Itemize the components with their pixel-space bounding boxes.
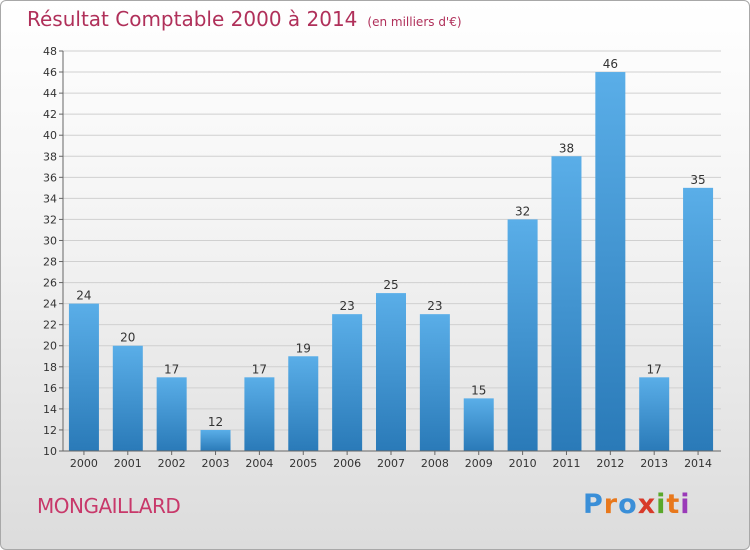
bar-value-label: 35 bbox=[690, 173, 705, 187]
y-tick-label: 46 bbox=[43, 66, 57, 79]
logo-letter: o bbox=[618, 489, 638, 520]
x-tick-label: 2014 bbox=[684, 457, 712, 470]
x-tick-label: 2009 bbox=[465, 457, 493, 470]
bar-value-label: 12 bbox=[208, 415, 223, 429]
y-tick-label: 12 bbox=[43, 424, 57, 437]
bar-value-label: 15 bbox=[471, 383, 486, 397]
x-tick-label: 2007 bbox=[377, 457, 405, 470]
bar-value-label: 17 bbox=[252, 362, 267, 376]
logo-letter: P bbox=[583, 489, 604, 520]
y-tick-label: 24 bbox=[43, 298, 57, 311]
bar-value-label: 17 bbox=[164, 362, 179, 376]
bar bbox=[376, 293, 406, 451]
y-tick-label: 16 bbox=[43, 382, 57, 395]
y-tick-label: 20 bbox=[43, 340, 57, 353]
bar-value-label: 24 bbox=[76, 289, 91, 303]
bar bbox=[419, 314, 450, 451]
bar-value-label: 38 bbox=[559, 141, 574, 155]
bar bbox=[200, 429, 231, 451]
chart-title: Résultat Comptable 2000 à 2014 (en millie… bbox=[27, 7, 462, 31]
chart-subtitle: (en milliers d'€) bbox=[367, 15, 462, 29]
bar bbox=[463, 398, 494, 451]
x-tick-label: 2000 bbox=[70, 457, 98, 470]
y-tick-label: 34 bbox=[43, 192, 57, 205]
bar bbox=[683, 187, 714, 451]
bar-value-label: 46 bbox=[603, 57, 618, 71]
bar bbox=[112, 345, 143, 451]
y-axis: 10 12 14 16 18 20 22 24 26 28 30 32 34 36 38 40 42 44 46 48 bbox=[43, 45, 64, 458]
bar bbox=[244, 377, 275, 451]
x-tick-label: 2008 bbox=[421, 457, 449, 470]
y-tick-label: 40 bbox=[43, 129, 57, 142]
bar-value-label: 19 bbox=[296, 341, 311, 355]
commune-name: MONGAILLARD bbox=[37, 494, 181, 518]
y-tick-label: 22 bbox=[43, 319, 57, 332]
logo-letter: x bbox=[637, 489, 657, 520]
x-tick-label: 2001 bbox=[114, 457, 142, 470]
y-tick-label: 28 bbox=[43, 256, 57, 269]
logo-letter: t bbox=[666, 489, 681, 520]
y-tick-label: 18 bbox=[43, 361, 57, 374]
y-tick-label: 36 bbox=[43, 171, 57, 184]
bar-value-label: 25 bbox=[383, 278, 398, 292]
x-tick-label: 2012 bbox=[596, 457, 624, 470]
y-tick-label: 26 bbox=[43, 277, 57, 290]
bar bbox=[288, 356, 319, 451]
bar-value-label: 20 bbox=[120, 331, 135, 345]
logo-letter: i bbox=[656, 489, 667, 520]
bar-value-label: 17 bbox=[647, 362, 662, 376]
x-tick-label: 2011 bbox=[552, 457, 580, 470]
x-tick-label: 2002 bbox=[158, 457, 186, 470]
bar bbox=[156, 377, 187, 451]
bar bbox=[595, 72, 626, 451]
x-tick-label: 2003 bbox=[202, 457, 230, 470]
bars: 24 20 17 12 17 19 23 25 23 15 32 38 46 17 35 bbox=[68, 57, 714, 451]
x-tick-label: 2005 bbox=[289, 457, 317, 470]
y-tick-label: 32 bbox=[43, 213, 57, 226]
x-axis: 2000 2001 2002 2003 2004 2005 2006 2007 2008 2009… bbox=[63, 450, 721, 470]
y-tick-label: 42 bbox=[43, 108, 57, 121]
bar-value-label: 23 bbox=[427, 299, 442, 313]
y-tick-label: 14 bbox=[43, 403, 57, 416]
bar bbox=[639, 377, 670, 451]
bar bbox=[551, 156, 582, 451]
x-tick-label: 2006 bbox=[333, 457, 361, 470]
y-tick-label: 10 bbox=[43, 445, 57, 458]
y-tick-label: 48 bbox=[43, 45, 57, 58]
logo-letter: r bbox=[603, 489, 619, 520]
x-tick-label: 2010 bbox=[509, 457, 537, 470]
logo-letter: i bbox=[680, 489, 691, 520]
bar bbox=[68, 303, 99, 451]
bar bbox=[332, 314, 363, 451]
proxiti-logo: Proxiti bbox=[583, 489, 691, 520]
chart-title-text: Résultat Comptable 2000 à 2014 bbox=[27, 7, 358, 31]
y-tick-label: 44 bbox=[43, 87, 57, 100]
y-tick-label: 30 bbox=[43, 234, 57, 247]
x-tick-label: 2004 bbox=[245, 457, 273, 470]
bar bbox=[507, 219, 538, 451]
y-tick-label: 38 bbox=[43, 150, 57, 163]
x-tick-label: 2013 bbox=[640, 457, 668, 470]
bar-value-label: 32 bbox=[515, 204, 530, 218]
bar-value-label: 23 bbox=[339, 299, 354, 313]
